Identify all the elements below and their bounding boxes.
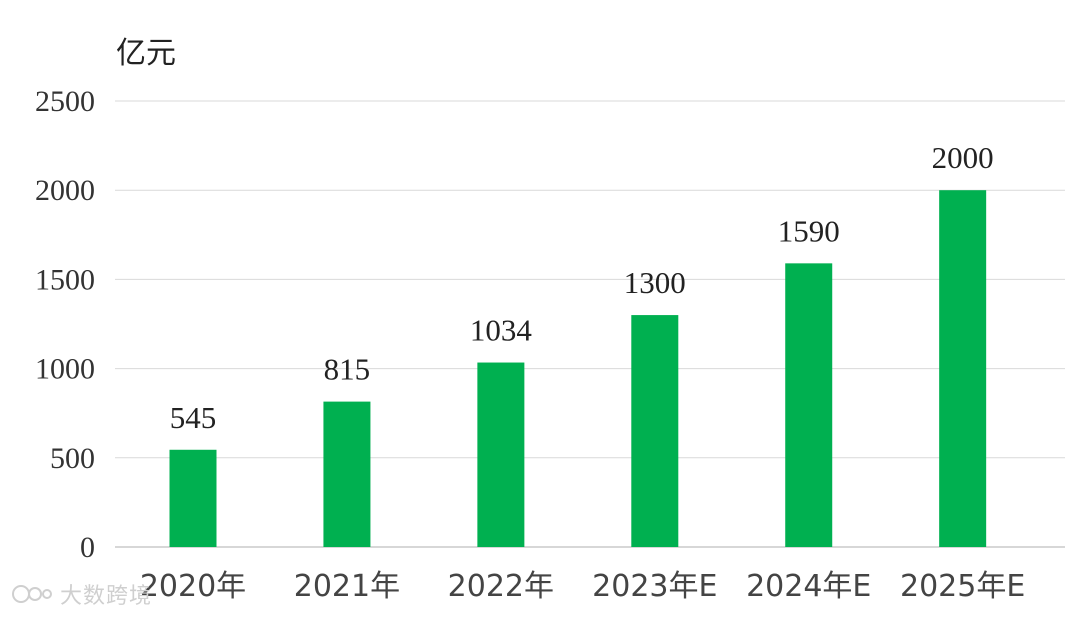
- x-tick-label: 2021年: [294, 569, 400, 604]
- y-axis-unit-label: 亿元: [116, 36, 176, 71]
- y-tick-label: 1500: [35, 263, 95, 296]
- data-label: 1300: [624, 265, 686, 300]
- y-tick-label: 500: [50, 442, 95, 475]
- x-tick-label: 2023年E: [592, 569, 717, 604]
- bar: [939, 190, 987, 547]
- x-tick-label: 2020年: [140, 569, 246, 604]
- data-label: 545: [170, 400, 217, 435]
- x-tick-label: 2022年: [448, 569, 554, 604]
- bar: [631, 315, 679, 547]
- x-tick-label: 2025年E: [900, 569, 1025, 604]
- bar: [785, 263, 833, 547]
- data-label: 1034: [470, 313, 533, 348]
- data-label: 1590: [778, 213, 840, 248]
- bar: [169, 449, 217, 547]
- bar: [323, 401, 371, 547]
- y-tick-label: 0: [80, 531, 95, 564]
- watermark: 大数跨境: [10, 578, 152, 610]
- bar: [477, 362, 525, 547]
- data-label: 815: [324, 352, 371, 387]
- data-label: 2000: [932, 140, 994, 175]
- brand-logo-icon: [12, 585, 52, 603]
- y-tick-label: 2500: [35, 85, 95, 118]
- y-tick-label: 2000: [35, 174, 95, 207]
- watermark-text: 大数跨境: [60, 584, 153, 609]
- x-tick-label: 2024年E: [746, 569, 871, 604]
- y-tick-label: 1000: [35, 353, 95, 386]
